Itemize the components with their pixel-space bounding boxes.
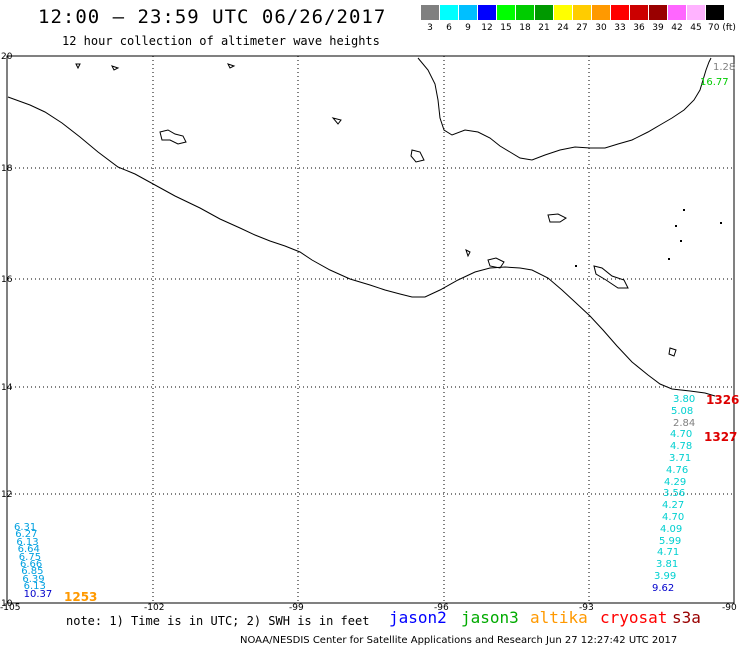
wave-height-label: 4.76: [666, 464, 689, 476]
wave-height-label: 2.84: [673, 417, 696, 429]
scale-swatch: [706, 5, 724, 20]
longitude-label: -99: [289, 603, 304, 613]
wave-height-label: 3.56: [663, 488, 686, 500]
wave-height-label: 6.64: [17, 544, 40, 556]
scale-label: 36: [633, 23, 645, 33]
scale-label: 9: [465, 23, 471, 33]
wave-height-label: 6.75: [18, 551, 42, 563]
map-title: 12:00 — 23:59 UTC 06/26/2017: [38, 6, 387, 28]
wave-height-label: 10.37: [23, 588, 53, 600]
longitude-label: -96: [434, 603, 449, 613]
wave-height-label: 16.77: [700, 77, 729, 88]
scale-swatch: [459, 5, 477, 20]
track-id-orange: 1253: [64, 590, 98, 604]
scale-label: 39: [652, 23, 664, 33]
wave-height-label: 6.66: [20, 559, 43, 570]
scale-swatch: [497, 5, 515, 20]
scale-swatch: [649, 5, 667, 20]
wave-height-label: 6.13: [23, 581, 46, 593]
track-id-red-1: 1326: [706, 393, 740, 407]
wave-height-label: 4.29: [664, 476, 687, 488]
wave-height-label: 6.39: [22, 573, 45, 585]
scale-label: 42: [671, 23, 683, 33]
note-text: note: 1) Time is in UTC; 2) SWH is in fe…: [66, 614, 370, 628]
scale-swatch: [611, 5, 629, 20]
credit-text: NOAA/NESDIS Center for Satellite Applica…: [240, 635, 678, 646]
scale-swatch: [535, 5, 553, 20]
wave-height-label: 1.28: [713, 62, 736, 73]
scale-label: 3: [427, 23, 433, 33]
wave-height-label: 5.08: [671, 405, 694, 417]
scale-label: 70 (ft): [708, 23, 736, 33]
wave-height-label: 4.09: [660, 523, 683, 535]
scale-label: 12: [481, 23, 493, 33]
map-islands: [75, 63, 677, 357]
latitude-label: 20: [1, 52, 13, 62]
scale-label: 30: [595, 23, 607, 33]
scale-swatch: [440, 5, 458, 20]
latitude-label: 16: [1, 275, 13, 285]
wave-height-label: 9.62: [652, 582, 675, 594]
latitude-label: 10: [1, 599, 13, 609]
map-dots: [575, 209, 722, 267]
map-subtitle: 12 hour collection of altimeter wave hei…: [62, 34, 380, 48]
wave-height-label: 3.81: [656, 559, 679, 571]
longitude-label: -105: [0, 603, 21, 613]
scale-label: 24: [557, 23, 569, 33]
scale-swatch: [592, 5, 610, 20]
wave-height-label: 4.71: [657, 547, 680, 559]
map-frame: [6, 55, 735, 604]
gulf-coastline: [417, 57, 712, 161]
scale-label: 15: [500, 23, 512, 33]
latitude-label: 14: [1, 383, 13, 393]
longitude-label: -102: [144, 603, 165, 613]
longitude-label: -90: [722, 603, 737, 613]
wave-height-label: 3.71: [669, 453, 692, 464]
satellite-legend-jason2: jason2: [389, 608, 447, 627]
scale-swatch: [516, 5, 534, 20]
scale-swatch: [421, 5, 439, 20]
wave-height-label: 6.85: [21, 566, 44, 578]
wave-height-label: 4.70: [670, 429, 693, 441]
wave-height-label: 6.27: [15, 529, 38, 541]
scale-label: 45: [690, 23, 702, 33]
latitude-label: 18: [1, 164, 13, 174]
scale-label: 33: [614, 23, 626, 33]
satellite-legend-altika: altika: [530, 608, 588, 627]
wave-height-label: 4.70: [662, 512, 685, 523]
satellite-legend-jason3: jason3: [461, 608, 519, 627]
wave-height-label: 4.78: [670, 441, 693, 453]
satellite-legend-s3a: s3a: [672, 608, 701, 627]
wave-height-label: 4.27: [662, 500, 685, 512]
scale-swatch: [668, 5, 686, 20]
satellite-legend-cryosat: cryosat: [600, 608, 668, 627]
pacific-coastline: [7, 96, 716, 397]
longitude-label: -93: [579, 603, 594, 613]
wave-height-label: 3.80: [673, 394, 696, 405]
scale-label: 27: [576, 23, 588, 33]
scale-swatch: [573, 5, 591, 20]
scale-label: 18: [519, 23, 531, 33]
track-id-red-2: 1327: [704, 430, 738, 444]
scale-label: 21: [538, 23, 550, 33]
graticule: [7, 56, 734, 603]
wave-height-label: 6.13: [16, 536, 39, 548]
scale-swatch: [630, 5, 648, 20]
wave-height-label: 3.99: [654, 571, 677, 582]
scale-swatch: [687, 5, 705, 20]
scale-swatch: [554, 5, 572, 20]
scale-swatch: [478, 5, 496, 20]
wave-height-label: 5.99: [659, 535, 682, 547]
latitude-label: 12: [1, 490, 13, 500]
wave-height-label: 6.31: [14, 522, 37, 533]
scale-label: 6: [446, 23, 452, 33]
